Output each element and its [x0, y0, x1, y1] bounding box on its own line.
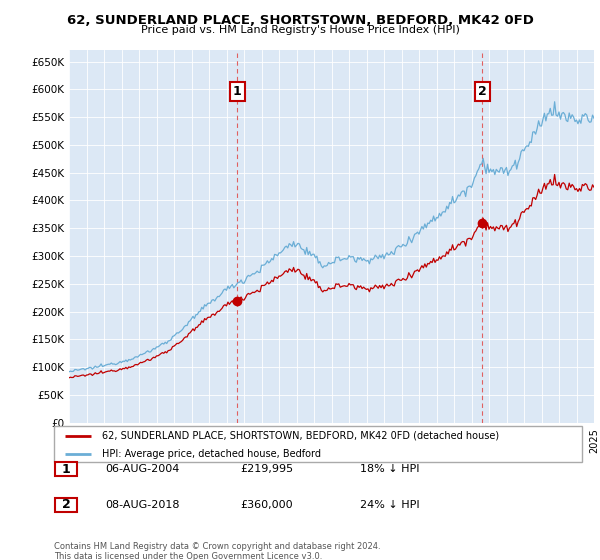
FancyBboxPatch shape — [55, 462, 77, 477]
Text: HPI: Average price, detached house, Bedford: HPI: Average price, detached house, Bedf… — [101, 449, 320, 459]
Text: Price paid vs. HM Land Registry's House Price Index (HPI): Price paid vs. HM Land Registry's House … — [140, 25, 460, 35]
Text: 18% ↓ HPI: 18% ↓ HPI — [360, 464, 419, 474]
Text: 1: 1 — [233, 85, 242, 98]
Text: 08-AUG-2018: 08-AUG-2018 — [105, 500, 179, 510]
Text: 1: 1 — [62, 463, 70, 476]
Text: 2: 2 — [478, 85, 487, 98]
Text: 62, SUNDERLAND PLACE, SHORTSTOWN, BEDFORD, MK42 0FD (detached house): 62, SUNDERLAND PLACE, SHORTSTOWN, BEDFOR… — [101, 431, 499, 441]
FancyBboxPatch shape — [54, 426, 582, 462]
Text: 24% ↓ HPI: 24% ↓ HPI — [360, 500, 419, 510]
Text: Contains HM Land Registry data © Crown copyright and database right 2024.
This d: Contains HM Land Registry data © Crown c… — [54, 542, 380, 560]
FancyBboxPatch shape — [55, 497, 77, 512]
Text: 62, SUNDERLAND PLACE, SHORTSTOWN, BEDFORD, MK42 0FD: 62, SUNDERLAND PLACE, SHORTSTOWN, BEDFOR… — [67, 14, 533, 27]
Text: 2: 2 — [62, 498, 70, 511]
Text: 06-AUG-2004: 06-AUG-2004 — [105, 464, 179, 474]
Text: £219,995: £219,995 — [240, 464, 293, 474]
Text: £360,000: £360,000 — [240, 500, 293, 510]
